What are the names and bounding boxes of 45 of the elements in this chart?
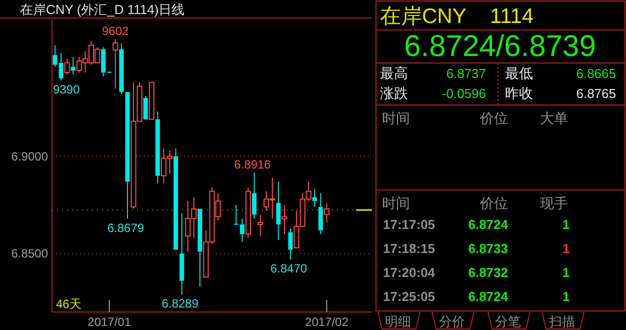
text: 6.8724/6.8739 xyxy=(404,30,596,63)
text: 扫描 xyxy=(548,314,575,329)
text: 昨收 xyxy=(505,85,533,101)
text: 17:25:05 xyxy=(383,289,436,304)
text: 6.8737 xyxy=(446,66,486,81)
text: 大单 xyxy=(540,110,568,126)
title: 在岸CNY (外汇_D 1114)日线 xyxy=(20,2,185,17)
annotation: 9390 xyxy=(53,82,80,96)
text: 最低 xyxy=(505,65,533,81)
annotation: 6.8916 xyxy=(234,158,272,172)
text: 1 xyxy=(562,265,570,280)
text: 分笔 xyxy=(495,314,521,329)
text: 17:17:05 xyxy=(383,217,436,232)
text: 1 xyxy=(562,217,570,232)
text: 涨跌 xyxy=(380,85,408,101)
text: 现手 xyxy=(540,195,568,211)
annotation: 6.8289 xyxy=(162,296,199,311)
text: 最高 xyxy=(380,65,408,81)
text: 6.8724 xyxy=(468,217,509,232)
annotation: 6.8470 xyxy=(270,261,308,276)
text: 在岸CNY xyxy=(380,5,466,28)
text: 价位 xyxy=(479,110,508,126)
annotation: 9602 xyxy=(102,24,130,38)
text: 6.8665 xyxy=(576,66,616,81)
x-tick-label: 2017/01 xyxy=(88,315,132,329)
text: 6.8733 xyxy=(468,241,508,256)
text: -0.0596 xyxy=(442,86,486,101)
annotation: 46天 xyxy=(56,297,82,311)
text: 17:20:04 xyxy=(383,265,436,280)
text: 6.8732 xyxy=(468,265,508,280)
x-tick-label: 2017/02 xyxy=(305,315,349,329)
y-tick-label: 6.9000 xyxy=(11,149,48,164)
text: 1114 xyxy=(490,5,534,28)
text: 17:18:15 xyxy=(383,241,436,256)
text: 明细 xyxy=(385,314,411,329)
text: 分价 xyxy=(439,314,465,329)
text: 6.8724 xyxy=(468,289,509,304)
text: 时间 xyxy=(382,110,410,126)
text: 6.8765 xyxy=(576,86,616,101)
text: 价位 xyxy=(479,195,508,211)
text: 时间 xyxy=(382,195,410,211)
text: 1 xyxy=(562,241,570,256)
y-tick-label: 6.8500 xyxy=(11,246,48,261)
annotation: 6.8679 xyxy=(107,220,144,235)
text: 1 xyxy=(562,289,570,304)
